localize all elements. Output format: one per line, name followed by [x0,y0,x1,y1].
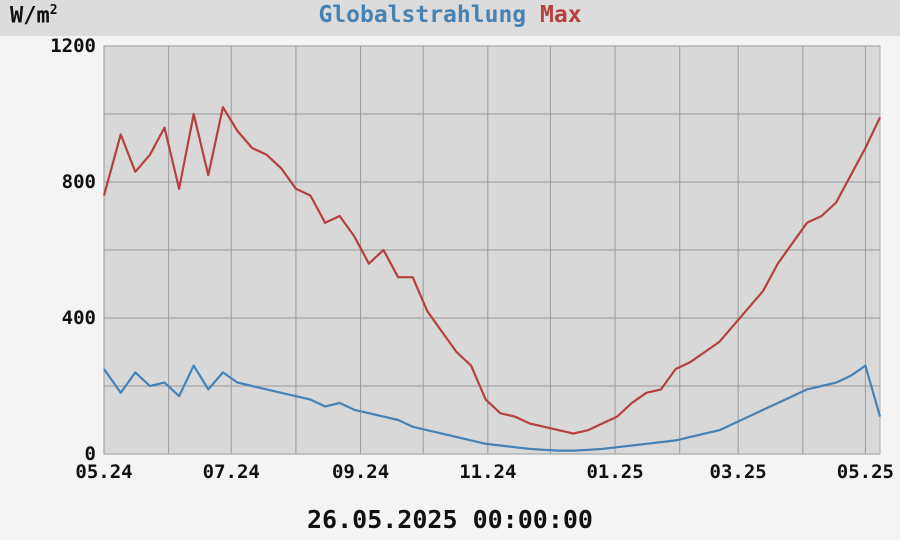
title-series-max: Max [540,2,582,28]
x-tick-label: 05.24 [75,461,132,483]
y-axis-ticks: 0 400 800 1200 [50,35,96,465]
y-unit-label: W/m2 [10,3,58,28]
grid-lines [103,45,880,455]
timestamp: 26.05.2025 00:00:00 [307,505,593,534]
y-tick-label: 1200 [50,35,96,57]
chart-title: Globalstrahlung Max [0,2,900,28]
x-tick-label: 01.25 [586,461,643,483]
series-line-max [102,106,881,435]
x-tick-label: 05.25 [837,461,894,483]
x-tick-label: 03.25 [710,461,767,483]
chart-header: W/m2 Globalstrahlung Max [0,0,900,36]
x-tick-label: 11.24 [459,461,516,483]
unit-exponent: 2 [49,3,58,18]
x-axis-ticks: 05.24 07.24 09.24 11.24 01.25 03.25 05.25 [75,461,894,483]
y-tick-label: 800 [62,171,96,193]
x-tick-label: 07.24 [203,461,260,483]
unit-text: W/m [10,3,50,29]
series-line-global [103,364,882,452]
y-tick-label: 0 [85,443,96,465]
y-tick-label: 400 [62,307,96,329]
radiation-chart: 0 400 800 1200 05.24 07.24 09.24 11.24 01.25 03.… [50,35,894,483]
x-tick-label: 09.24 [332,461,389,483]
title-series-global: Globalstrahlung [318,2,527,28]
